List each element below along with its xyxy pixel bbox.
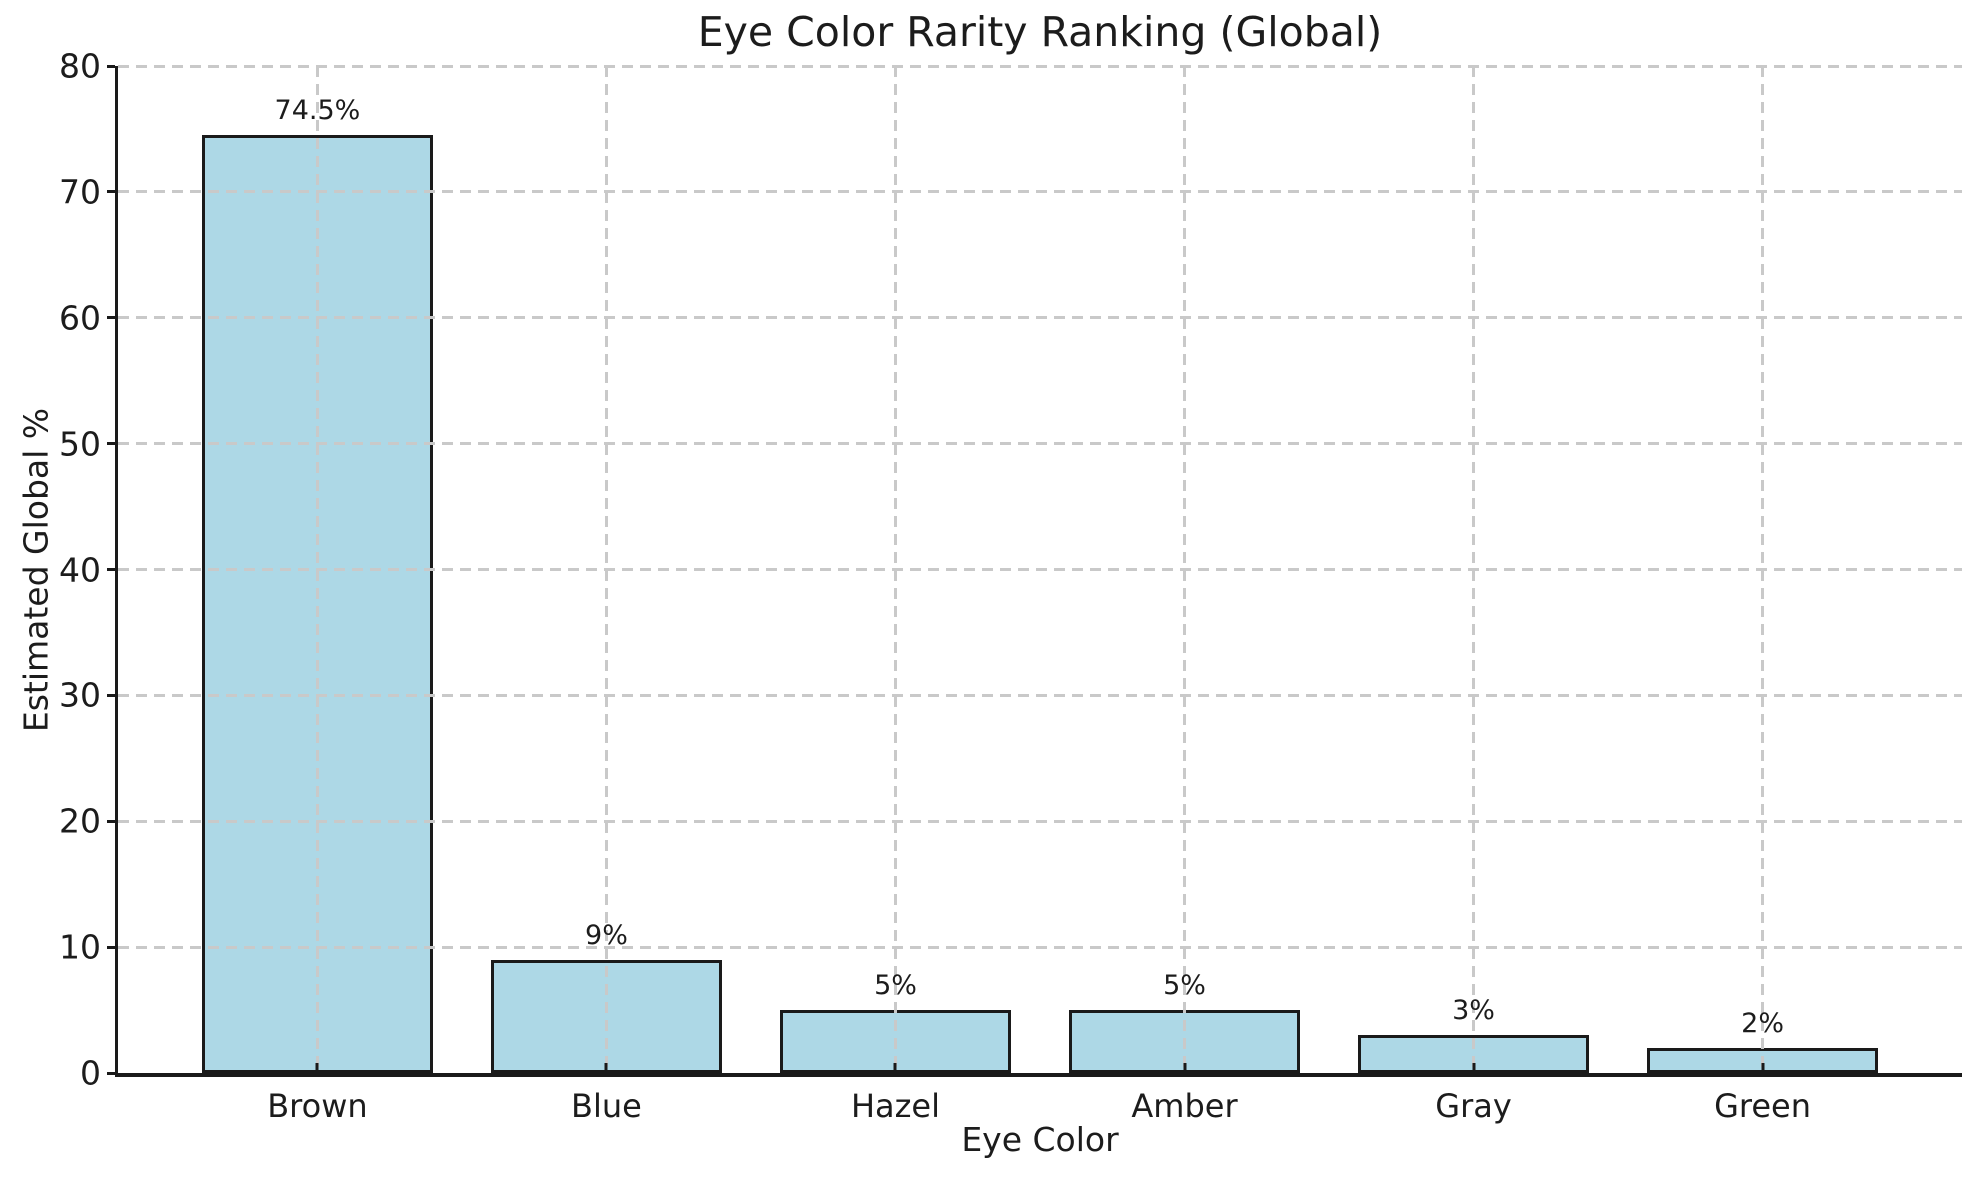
grid-line-v [1472, 66, 1476, 1073]
y-tick [107, 190, 115, 194]
y-tick [107, 819, 115, 823]
chart-title: Eye Color Rarity Ranking (Global) [697, 8, 1383, 56]
x-tick-label: Green [1714, 1087, 1812, 1125]
bar-value-label: 5% [1163, 970, 1206, 1002]
x-tick-label: Blue [571, 1087, 642, 1125]
grid-line-v [315, 66, 319, 1073]
y-axis-label-text: Estimated Global % [16, 407, 56, 733]
y-tick [107, 442, 115, 446]
grid-line-h [118, 945, 1962, 949]
grid-line-h [118, 64, 1962, 68]
grid-line-h [118, 819, 1962, 823]
y-tick-label: 70 [59, 172, 101, 212]
y-tick [107, 693, 115, 697]
y-tick-label: 80 [59, 46, 101, 86]
grid-line-v [1183, 66, 1186, 1073]
grid-line-h [118, 442, 1962, 446]
y-tick [107, 1071, 115, 1075]
grid-line-h [118, 693, 1962, 697]
y-tick-label: 0 [80, 1053, 101, 1093]
y-tick-label: 30 [59, 675, 101, 715]
x-tick [1472, 1063, 1476, 1073]
y-tick [107, 568, 115, 571]
x-tick-label: Brown [267, 1087, 368, 1125]
plot-area: 74.5% 9% 5% 5% 3% 2% 0 10 20 30 40 50 60 70 80 Brown Bl… [59, 47, 1962, 1125]
grid-line-v [604, 66, 608, 1073]
y-tick-label: 10 [59, 927, 101, 967]
grid-line-h [118, 316, 1962, 320]
y-tick-label: 50 [59, 424, 101, 464]
y-tick [107, 945, 115, 949]
left-spine [115, 66, 118, 1073]
y-tick-label: 20 [59, 801, 101, 841]
x-tick-label: Gray [1435, 1087, 1512, 1125]
y-tick [107, 316, 115, 320]
x-tick-label: Hazel [850, 1087, 941, 1125]
x-tick [1761, 1063, 1765, 1073]
x-tick [604, 1063, 608, 1073]
bar-value-label: 74.5% [274, 95, 361, 127]
x-tick [893, 1063, 897, 1073]
x-tick [315, 1063, 319, 1073]
bottom-spine [115, 1073, 1962, 1077]
y-tick-label: 40 [59, 550, 101, 589]
grid-line-v [893, 66, 897, 1073]
y-tick [107, 64, 115, 68]
grid-line-h [118, 568, 1962, 571]
grid-line-v [1761, 66, 1765, 1073]
grid-line-h [118, 190, 1962, 194]
y-tick-label: 60 [59, 298, 101, 338]
bar-value-label: 2% [1741, 1007, 1784, 1039]
x-tick [1183, 1063, 1186, 1073]
bar-value-label: 9% [585, 919, 628, 951]
bar-value-label: 3% [1452, 995, 1495, 1027]
bar-value-label: 5% [874, 970, 917, 1002]
x-axis-label: Eye Color [961, 1120, 1119, 1159]
x-tick-label: Amber [1131, 1087, 1238, 1125]
